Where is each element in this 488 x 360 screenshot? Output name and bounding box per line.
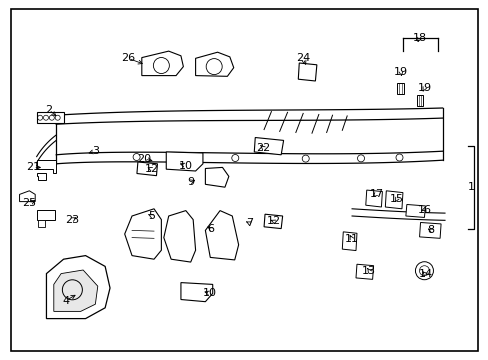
Text: 1: 1 bbox=[467, 182, 473, 192]
Polygon shape bbox=[37, 112, 63, 123]
Text: 21: 21 bbox=[26, 162, 40, 172]
Text: 8: 8 bbox=[427, 225, 434, 235]
Polygon shape bbox=[38, 220, 45, 227]
Text: 19: 19 bbox=[417, 83, 430, 93]
Polygon shape bbox=[195, 52, 233, 76]
Text: 12: 12 bbox=[144, 164, 158, 174]
Text: 14: 14 bbox=[418, 269, 431, 279]
Text: 26: 26 bbox=[121, 53, 135, 63]
Polygon shape bbox=[365, 190, 382, 207]
Bar bbox=[416, 95, 423, 106]
Polygon shape bbox=[124, 209, 161, 259]
Polygon shape bbox=[181, 283, 212, 302]
Bar bbox=[396, 83, 403, 94]
Polygon shape bbox=[56, 108, 442, 124]
Polygon shape bbox=[254, 138, 283, 155]
Polygon shape bbox=[163, 211, 195, 262]
Text: 19: 19 bbox=[393, 67, 407, 77]
Polygon shape bbox=[37, 135, 56, 163]
Text: 11: 11 bbox=[345, 234, 358, 244]
Polygon shape bbox=[142, 51, 183, 76]
Text: 16: 16 bbox=[417, 204, 430, 215]
Polygon shape bbox=[419, 222, 440, 238]
Text: 22: 22 bbox=[255, 143, 270, 153]
Polygon shape bbox=[54, 270, 98, 311]
Polygon shape bbox=[298, 63, 316, 81]
Text: 4: 4 bbox=[62, 296, 69, 306]
Text: 7: 7 bbox=[245, 218, 252, 228]
Text: 6: 6 bbox=[206, 224, 213, 234]
Text: 9: 9 bbox=[187, 177, 194, 187]
Polygon shape bbox=[166, 152, 203, 171]
Text: 15: 15 bbox=[389, 194, 403, 204]
Polygon shape bbox=[205, 211, 238, 260]
Polygon shape bbox=[20, 191, 35, 202]
Polygon shape bbox=[37, 210, 55, 220]
Text: 5: 5 bbox=[148, 211, 155, 221]
Text: 2: 2 bbox=[45, 105, 52, 115]
Text: 24: 24 bbox=[295, 53, 310, 63]
Polygon shape bbox=[37, 160, 56, 173]
Text: 17: 17 bbox=[369, 189, 383, 199]
Text: 18: 18 bbox=[412, 33, 426, 43]
Polygon shape bbox=[351, 209, 444, 220]
Text: 25: 25 bbox=[22, 198, 36, 208]
Text: 12: 12 bbox=[266, 216, 280, 226]
Text: 10: 10 bbox=[203, 288, 217, 298]
Polygon shape bbox=[405, 204, 425, 217]
Text: 23: 23 bbox=[65, 215, 79, 225]
Polygon shape bbox=[342, 232, 356, 251]
Text: 13: 13 bbox=[362, 266, 375, 276]
Polygon shape bbox=[264, 214, 282, 229]
Text: 10: 10 bbox=[179, 161, 192, 171]
Text: 20: 20 bbox=[137, 154, 151, 164]
Text: 3: 3 bbox=[92, 146, 99, 156]
Polygon shape bbox=[56, 151, 442, 164]
Polygon shape bbox=[205, 167, 228, 187]
Polygon shape bbox=[355, 264, 373, 279]
Polygon shape bbox=[137, 162, 157, 176]
Polygon shape bbox=[385, 191, 402, 209]
Polygon shape bbox=[37, 173, 46, 180]
Polygon shape bbox=[46, 256, 110, 319]
